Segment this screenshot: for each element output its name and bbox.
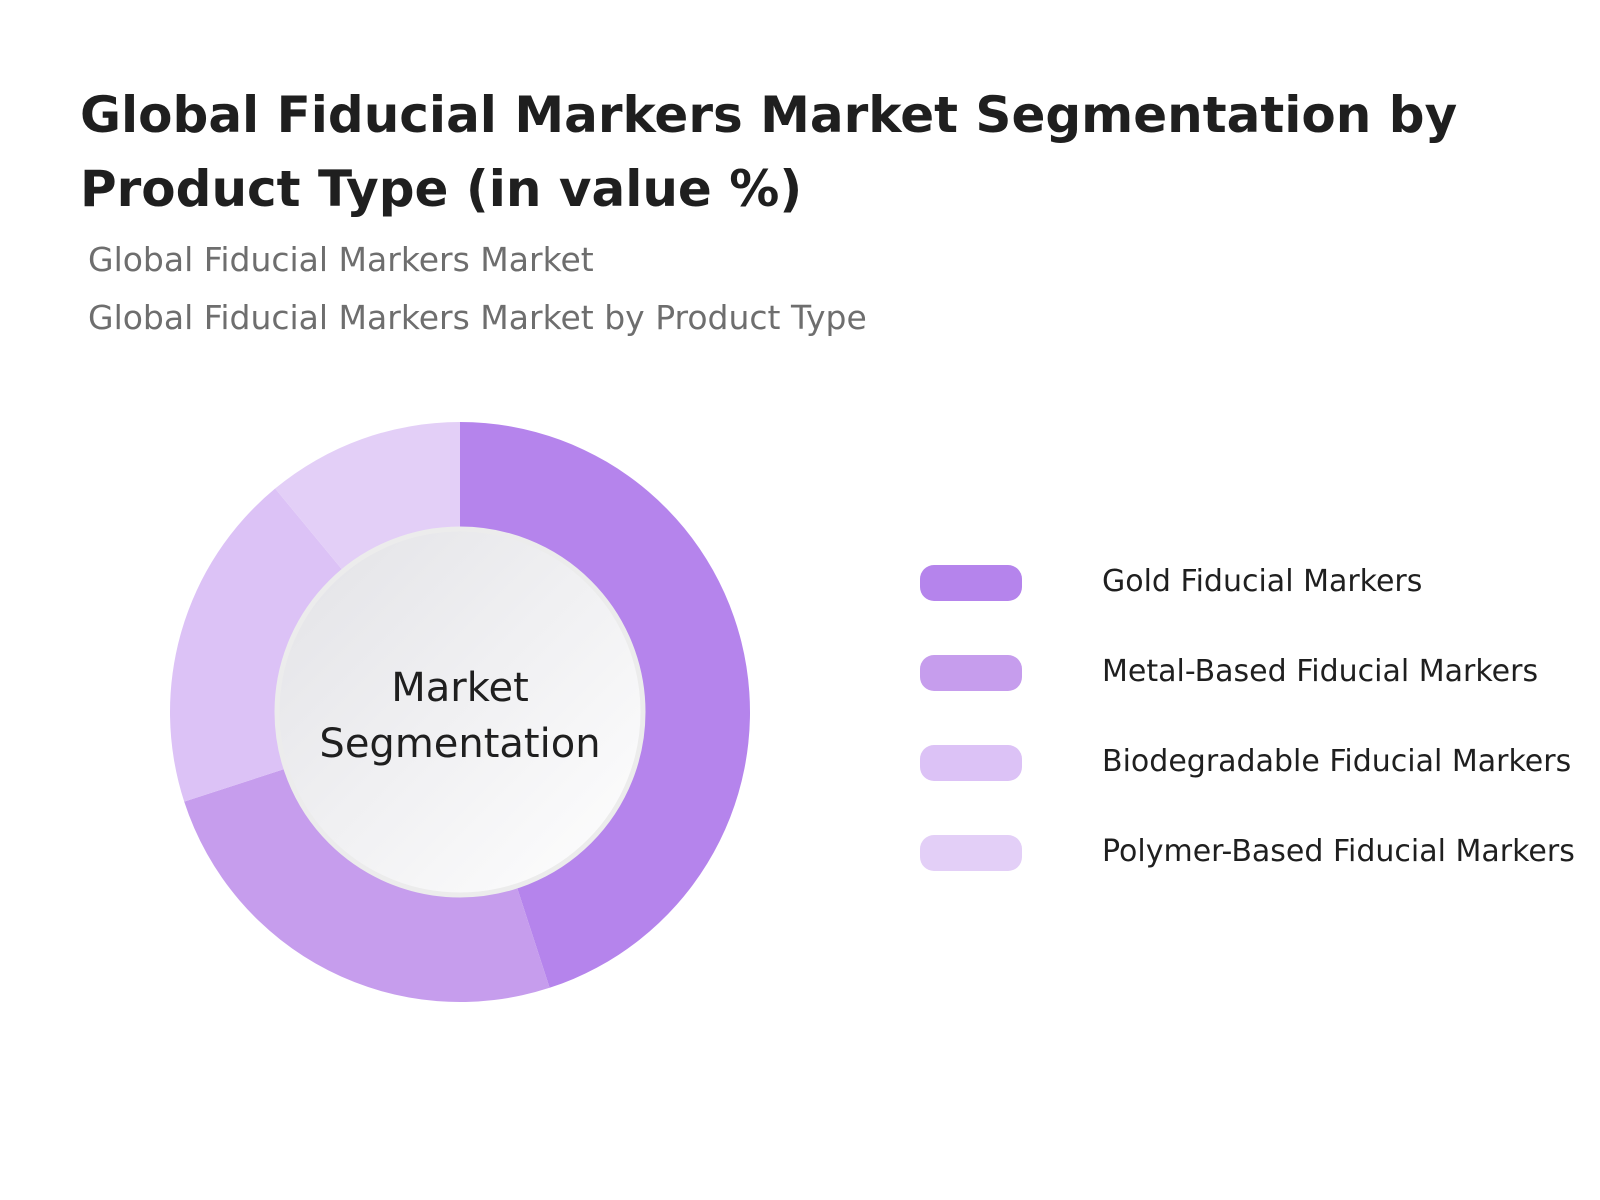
chart-title: Global Fiducial Markers Market Segmentat… [80, 86, 1458, 218]
donut-center-label: Market Segmentation [290, 660, 630, 770]
legend-label-biodegradable: Biodegradable Fiducial Markers [1102, 744, 1572, 779]
legend-swatch-polymer-based [920, 835, 1022, 871]
legend-item-gold: Gold Fiducial Markers [920, 560, 1580, 650]
donut-slice-gold [460, 422, 751, 988]
legend-label-metal-based: Metal-Based Fiducial Markers [1102, 654, 1539, 689]
donut-chart-svg [170, 422, 751, 1002]
legend-item-polymer-based: Polymer-Based Fiducial Markers [920, 830, 1580, 920]
donut-slice-metal-based [184, 769, 550, 1002]
legend-swatch-gold [920, 565, 1022, 601]
donut-center-disc [274, 526, 646, 898]
legend-swatch-metal-based [920, 655, 1022, 691]
center-label-line-1: Market [391, 665, 529, 711]
chart-legend: Gold Fiducial Markers Metal-Based Fiduci… [920, 560, 1580, 920]
legend-item-metal-based: Metal-Based Fiducial Markers [920, 650, 1580, 740]
legend-label-polymer-based: Polymer-Based Fiducial Markers [1102, 834, 1575, 869]
legend-swatch-biodegradable [920, 745, 1022, 781]
legend-item-biodegradable: Biodegradable Fiducial Markers [920, 740, 1580, 830]
donut-chart [0, 400, 900, 1040]
chart-subtitle-market: Global Fiducial Markers Market [88, 240, 594, 279]
legend-label-gold: Gold Fiducial Markers [1102, 564, 1423, 599]
center-label-line-2: Segmentation [319, 721, 601, 767]
chart-subtitle-product-type: Global Fiducial Markers Market by Produc… [88, 298, 867, 337]
donut-slice-biodegradable [170, 488, 343, 802]
